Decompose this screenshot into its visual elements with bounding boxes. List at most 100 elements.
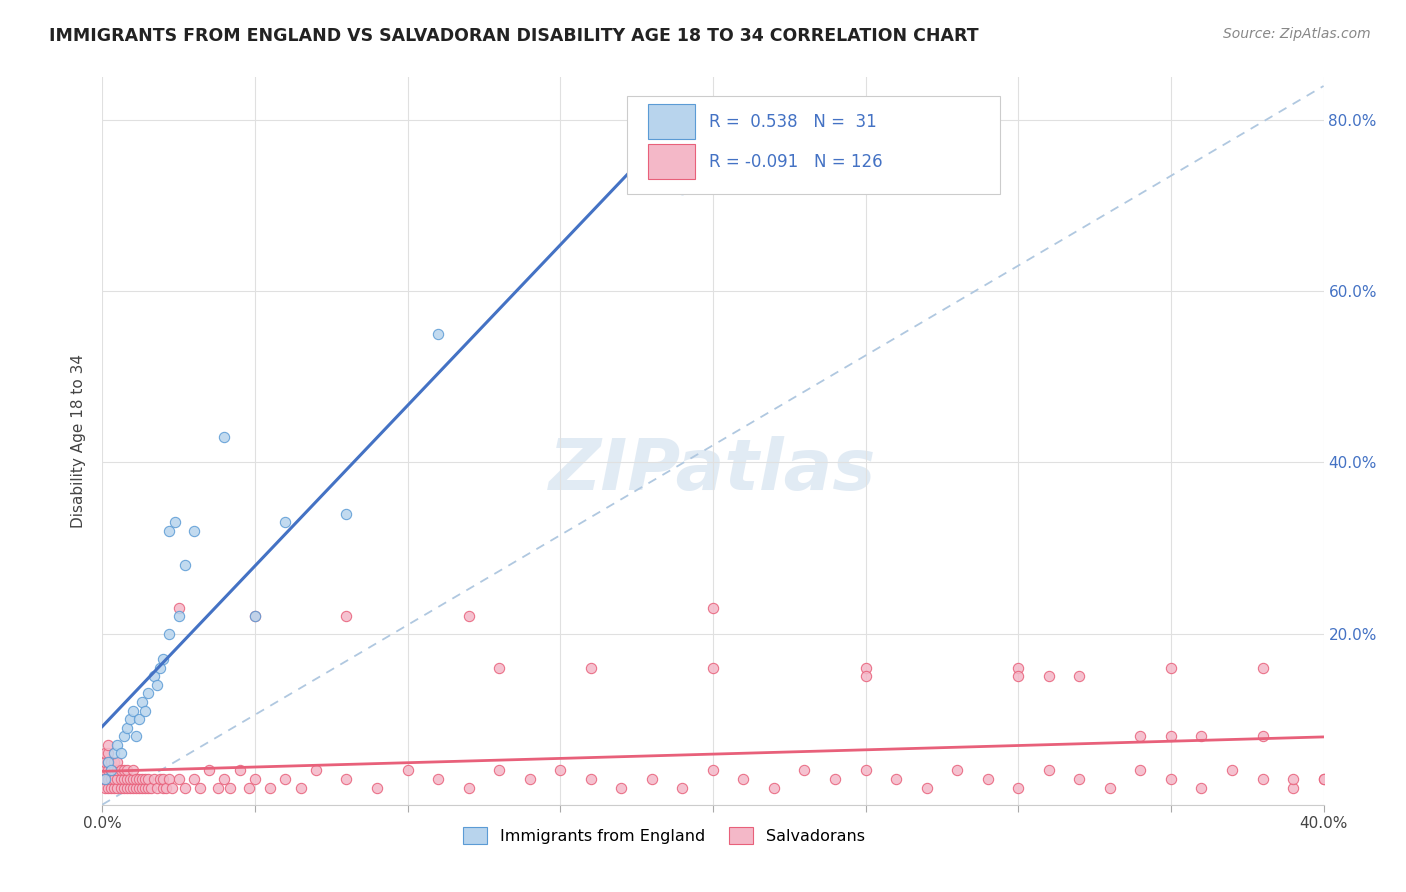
Point [94, 772, 117, 786]
Point [97, 755, 120, 769]
Point [824, 772, 846, 786]
Point [519, 772, 541, 786]
Point [121, 764, 143, 778]
Point [115, 764, 138, 778]
Point [100, 772, 122, 786]
Point [115, 721, 138, 735]
Point [162, 780, 184, 795]
Point [198, 764, 221, 778]
Point [112, 780, 135, 795]
Point [733, 772, 755, 786]
Point [152, 652, 174, 666]
Point [100, 764, 122, 778]
Point [1191, 780, 1213, 795]
Point [488, 661, 510, 675]
Point [579, 661, 602, 675]
Point [1007, 780, 1029, 795]
Point [131, 695, 153, 709]
Point [103, 755, 125, 769]
Point [548, 764, 571, 778]
Point [107, 772, 129, 786]
Point [427, 772, 450, 786]
Point [305, 764, 328, 778]
Point [946, 764, 969, 778]
Point [155, 780, 177, 795]
Point [793, 764, 815, 778]
Point [94, 764, 117, 778]
Point [167, 609, 190, 624]
Point [107, 738, 129, 752]
Point [1220, 764, 1243, 778]
Point [335, 507, 357, 521]
Point [1191, 729, 1213, 743]
Point [214, 772, 236, 786]
Point [94, 747, 117, 761]
Point [1007, 661, 1029, 675]
Point [366, 780, 388, 795]
Point [121, 780, 143, 795]
Point [118, 712, 141, 726]
Point [112, 764, 135, 778]
Point [128, 772, 150, 786]
Point [97, 772, 120, 786]
Point [259, 780, 281, 795]
Point [1282, 780, 1305, 795]
Y-axis label: Disability Age 18 to 34: Disability Age 18 to 34 [72, 354, 86, 528]
Legend: Immigrants from England, Salvadorans: Immigrants from England, Salvadorans [463, 828, 865, 844]
Point [762, 780, 785, 795]
Point [219, 780, 242, 795]
Point [136, 772, 159, 786]
Point [702, 764, 724, 778]
Point [1160, 772, 1182, 786]
Point [100, 780, 122, 795]
Point [131, 780, 153, 795]
Point [125, 729, 148, 743]
Point [143, 772, 166, 786]
Point [671, 182, 693, 196]
Point [1129, 729, 1152, 743]
Point [167, 772, 190, 786]
Point [1069, 669, 1091, 683]
Point [290, 780, 312, 795]
Point [915, 780, 938, 795]
Point [173, 558, 195, 573]
Point [335, 772, 357, 786]
Point [243, 772, 266, 786]
Point [188, 780, 211, 795]
Point [125, 772, 148, 786]
Point [97, 747, 120, 761]
Point [146, 678, 169, 692]
Point [97, 780, 120, 795]
Point [134, 780, 156, 795]
Point [103, 780, 125, 795]
Point [1312, 772, 1334, 786]
Point [167, 600, 190, 615]
Point [112, 772, 135, 786]
Point [1129, 764, 1152, 778]
Point [107, 764, 129, 778]
Point [97, 764, 120, 778]
Point [183, 524, 205, 538]
Point [976, 772, 998, 786]
Point [228, 764, 250, 778]
Point [157, 772, 180, 786]
Point [335, 609, 357, 624]
Point [1282, 772, 1305, 786]
Point [855, 764, 877, 778]
Point [488, 764, 510, 778]
Point [457, 609, 479, 624]
Point [128, 712, 150, 726]
Point [107, 755, 129, 769]
Point [128, 780, 150, 795]
Point [131, 772, 153, 786]
Point [103, 772, 125, 786]
Point [396, 764, 419, 778]
Point [115, 772, 138, 786]
Point [1251, 661, 1274, 675]
Point [183, 772, 205, 786]
Point [107, 780, 129, 795]
Point [149, 661, 172, 675]
Point [641, 772, 664, 786]
Point [1038, 669, 1060, 683]
Point [97, 738, 120, 752]
